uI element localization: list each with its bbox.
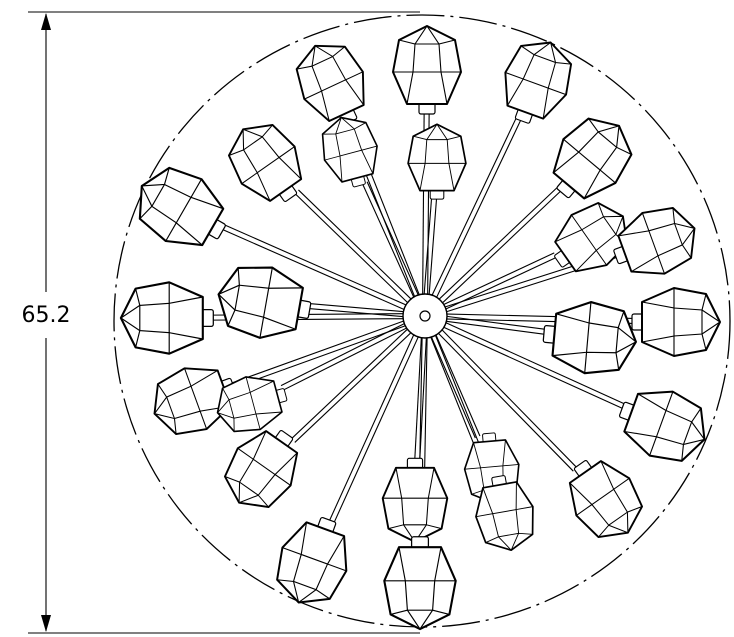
glass-shade <box>568 460 643 538</box>
arm-rod <box>419 334 428 460</box>
height-dimension-label: 65.2 <box>22 303 71 328</box>
glass-shade <box>554 202 628 273</box>
glass-shade <box>228 124 303 202</box>
glass-shade <box>216 376 288 433</box>
glass-shade <box>407 123 467 200</box>
arm-rod <box>366 181 421 299</box>
arm-rod <box>443 315 546 330</box>
glass-shade <box>381 457 449 543</box>
glass-shade <box>552 117 633 200</box>
arm-rod <box>440 325 624 410</box>
arm-rod <box>294 193 411 306</box>
arm-rod <box>328 331 416 522</box>
central-hub <box>402 293 448 339</box>
glass-shade <box>613 206 696 275</box>
arm-rod <box>414 333 423 460</box>
glass-shade <box>504 41 573 124</box>
arm-rod <box>290 326 411 440</box>
glass-shade <box>392 25 462 115</box>
arm-rod <box>280 321 409 387</box>
arm-rod <box>224 224 410 307</box>
arm-rod <box>440 252 555 307</box>
arm-rod <box>309 303 408 313</box>
arm-rod <box>433 331 481 437</box>
glass-shade <box>631 287 721 357</box>
arm-rod <box>283 325 411 391</box>
arm-rod <box>429 117 517 299</box>
glass-shade <box>295 44 365 125</box>
glass-shade <box>276 517 348 604</box>
height-dimension: 65.2 <box>22 11 420 634</box>
shades-group <box>119 25 721 631</box>
arm-rod <box>423 197 433 298</box>
glass-shade <box>383 536 457 631</box>
glass-shade <box>619 390 706 462</box>
arm-rod <box>442 320 545 335</box>
arm-rod <box>438 326 578 469</box>
arm-rod <box>333 333 421 524</box>
glass-shade <box>475 475 534 552</box>
arm-rod <box>429 333 476 439</box>
arm-rod <box>435 330 574 472</box>
arm-rod <box>294 329 415 443</box>
glass-shade <box>224 430 299 508</box>
arm-rod <box>232 323 410 389</box>
glass-shade <box>321 116 378 188</box>
glass-shade <box>119 281 214 355</box>
arm-rod <box>442 320 626 405</box>
arm-rod <box>435 186 558 303</box>
arm-rod <box>222 228 408 312</box>
glass-shade <box>542 301 637 375</box>
arm-rod <box>231 319 408 384</box>
arm-rod <box>362 183 416 301</box>
glass-shade <box>217 266 312 339</box>
arm-rod <box>434 119 522 302</box>
glass-shade <box>138 166 226 247</box>
arm-rod <box>298 189 415 303</box>
arm-rod <box>439 190 562 306</box>
arm-rod <box>428 198 438 299</box>
arm-rod <box>308 307 407 318</box>
